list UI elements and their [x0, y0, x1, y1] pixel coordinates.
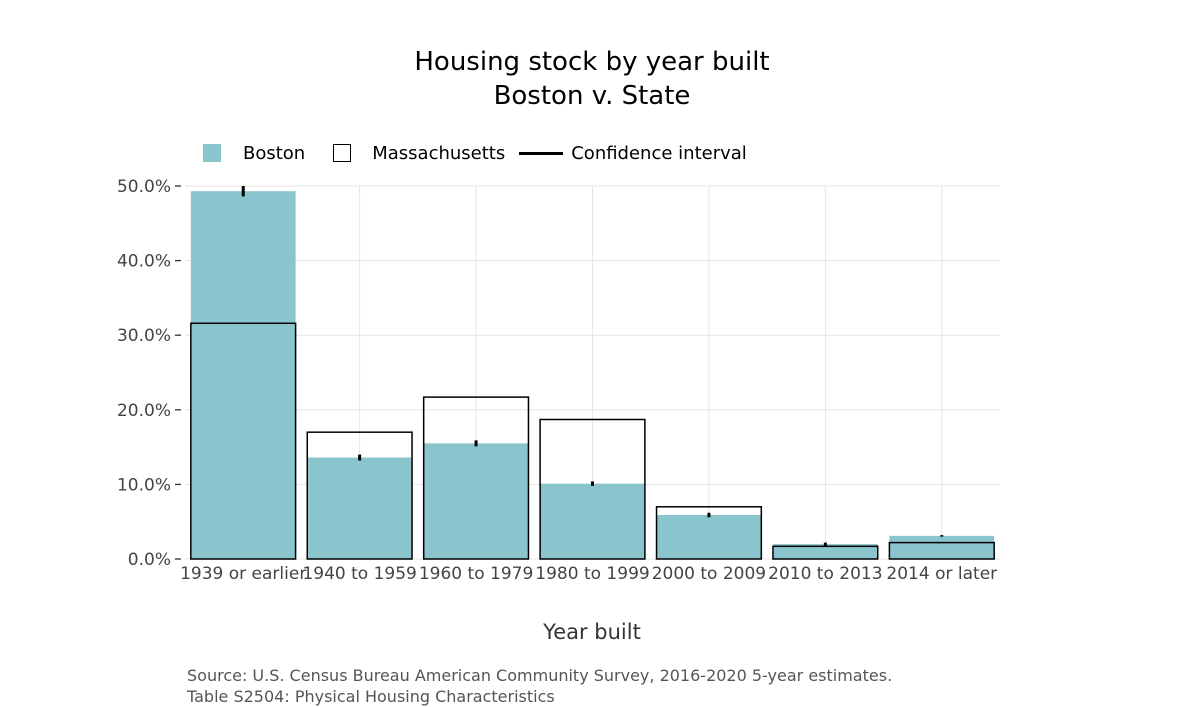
bar-massachusetts [772, 545, 879, 560]
chart-title: Housing stock by year built [414, 47, 770, 77]
y-tick-label: 40.0% [117, 252, 171, 272]
legend-item-massachusetts[interactable]: Massachusetts [315, 143, 505, 164]
bar-boston [307, 457, 413, 559]
bar-massachusetts [888, 541, 995, 560]
bar-massachusetts [539, 418, 646, 560]
legend-item-confidence-interval[interactable]: Confidence interval [515, 143, 747, 164]
legend-label-boston: Boston [243, 142, 306, 164]
bar-massachusetts [190, 322, 297, 560]
bar-massachusetts [306, 431, 413, 560]
y-tick-label: 30.0% [117, 326, 171, 346]
bar-boston [772, 544, 878, 559]
bar-boston [423, 443, 529, 559]
x-tick-label: 2014 or later [886, 564, 997, 584]
bar-boston [540, 483, 645, 559]
x-tick-label: 1939 or earlier [180, 564, 306, 584]
bar-boston [190, 191, 296, 560]
x-tick-label: 1980 to 1999 [535, 564, 649, 584]
x-tick-label: 1940 to 1959 [302, 564, 416, 584]
legend-label-massachusetts: Massachusetts [372, 142, 506, 164]
y-tick-label: 20.0% [117, 401, 171, 421]
chart-subtitle: Boston v. State [493, 81, 691, 111]
y-tick-label: 0.0% [128, 550, 171, 570]
legend: Boston Massachusetts Confidence interval [203, 140, 757, 166]
x-tick-label: 2010 to 2013 [768, 564, 882, 584]
bar-boston [889, 535, 995, 559]
x-axis-title: Year built [543, 620, 641, 644]
legend-label-confidence-interval: Confidence interval [571, 142, 747, 164]
x-tick-label: 2000 to 2009 [652, 564, 766, 584]
legend-swatch-massachusetts [333, 144, 352, 162]
y-tick-label: 10.0% [117, 475, 171, 495]
source-note: Source: U.S. Census Bureau American Comm… [187, 666, 893, 685]
source-table-note: Table S2504: Physical Housing Characteri… [187, 687, 555, 706]
legend-swatch-confidence-interval [519, 151, 564, 155]
legend-swatch-boston [203, 144, 221, 162]
y-tick-label: 50.0% [117, 177, 171, 197]
x-tick-label: 1960 to 1979 [419, 564, 533, 584]
bar-massachusetts [655, 506, 763, 560]
bar-massachusetts [422, 396, 530, 560]
bar-boston [656, 514, 762, 559]
legend-item-boston[interactable]: Boston [203, 143, 305, 164]
